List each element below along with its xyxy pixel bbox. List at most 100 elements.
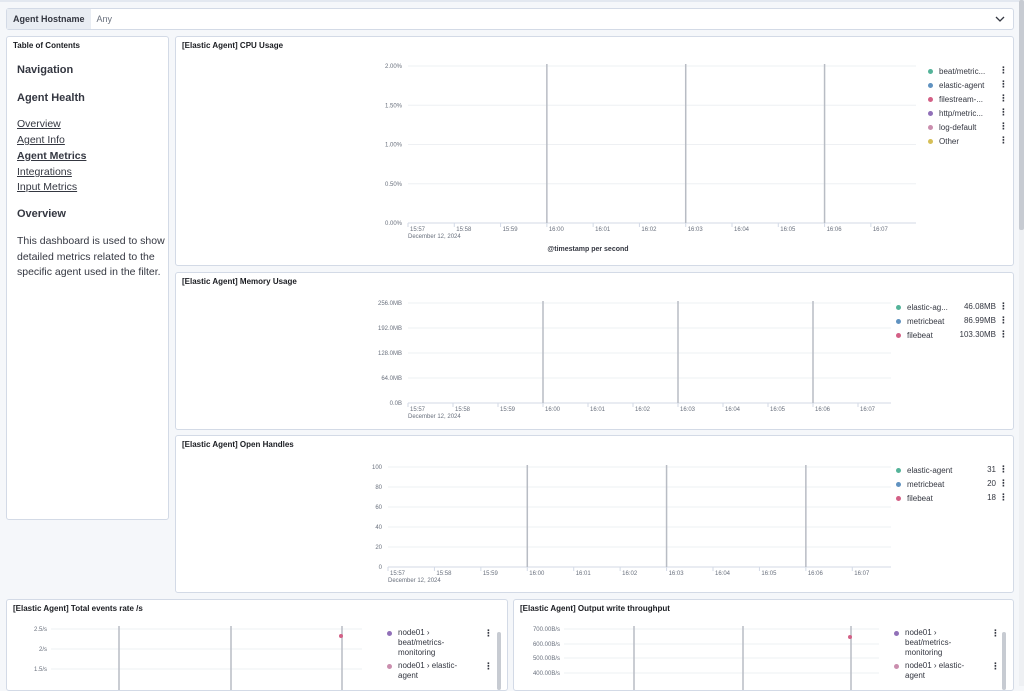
legend-label: http/metric... bbox=[939, 108, 984, 118]
legend-value: 31 bbox=[987, 465, 996, 474]
legend-options-icon[interactable]: ⋮ bbox=[484, 628, 493, 638]
legend-label: filebeat bbox=[907, 493, 933, 503]
x-axis-title: @timestamp per second bbox=[547, 246, 628, 253]
y-tick-label: 64.0MB bbox=[381, 376, 402, 382]
legend-options-icon[interactable]: ⋮ bbox=[999, 492, 1008, 502]
x-tick-label: 16:02 bbox=[641, 227, 657, 233]
legend-options-icon[interactable]: ⋮ bbox=[999, 301, 1008, 311]
legend-item[interactable]: log-default bbox=[928, 121, 976, 133]
y-tick-label: 1.5/s bbox=[34, 667, 47, 673]
legend-item[interactable]: metricbeat bbox=[896, 315, 944, 327]
y-tick-label: 0.00% bbox=[385, 221, 403, 227]
legend-options-icon[interactable]: ⋮ bbox=[999, 107, 1008, 117]
y-tick-label: 2/s bbox=[39, 647, 47, 653]
open-handles-chart: 0 20 40 60 80 100 15:57 15:58 15:59 16:00 16:01 16:… bbox=[372, 465, 891, 584]
legend-swatch bbox=[928, 68, 933, 74]
x-tick-label: 15:59 bbox=[483, 571, 499, 577]
legend-label: node01 › elastic-agent bbox=[905, 661, 965, 680]
agent-hostname-filter[interactable]: Agent Hostname Any bbox=[6, 8, 1014, 30]
legend-options-icon[interactable]: ⋮ bbox=[999, 79, 1008, 89]
legend-item[interactable]: beat/metric... bbox=[928, 65, 985, 77]
legend-label: elastic-ag... bbox=[907, 302, 948, 312]
cpu-panel-title: [Elastic Agent] CPU Usage bbox=[182, 41, 284, 50]
legend-swatch bbox=[896, 318, 901, 324]
page-scrollbar-thumb[interactable] bbox=[1019, 0, 1024, 230]
y-tick-label: 600.00B/s bbox=[533, 642, 560, 648]
x-tick-label: 15:58 bbox=[455, 407, 471, 413]
x-tick-label: 16:05 bbox=[770, 407, 786, 413]
legend-item[interactable]: metricbeat bbox=[896, 478, 944, 490]
output-throughput-panel: [Elastic Agent] Output write throughput … bbox=[513, 599, 1014, 691]
legend-item[interactable]: elastic-ag... bbox=[896, 301, 948, 313]
output-throughput-chart: 700.00B/s 600.00B/s 500.00B/s 400.00B/s bbox=[533, 626, 879, 690]
legend-item[interactable]: node01 › elastic-agent bbox=[894, 661, 964, 681]
legend-item[interactable]: node01 › beat/metrics-monitoring bbox=[894, 628, 951, 658]
x-tick-label: 16:00 bbox=[545, 407, 561, 413]
y-tick-label: 256.0MB bbox=[378, 301, 402, 307]
y-tick-label: 80 bbox=[375, 485, 382, 491]
legend-item[interactable]: elastic-agent bbox=[896, 464, 952, 476]
legend-item[interactable]: node01 › beat/metrics-monitoring bbox=[387, 628, 444, 658]
agent-health-heading: Agent Health bbox=[17, 92, 85, 104]
handles-panel-title: [Elastic Agent] Open Handles bbox=[182, 440, 294, 449]
filter-label: Agent Hostname bbox=[7, 9, 91, 29]
legend-options-icon[interactable]: ⋮ bbox=[999, 464, 1008, 474]
legend-options-icon[interactable]: ⋮ bbox=[999, 329, 1008, 339]
legend-swatch bbox=[896, 495, 901, 501]
legend-options-icon[interactable]: ⋮ bbox=[999, 121, 1008, 131]
total-events-panel: [Elastic Agent] Total events rate /s 1.5… bbox=[6, 599, 508, 691]
legend-options-icon[interactable]: ⋮ bbox=[999, 65, 1008, 75]
y-tick-label: 2.00% bbox=[385, 64, 403, 70]
memory-usage-panel: [Elastic Agent] Memory Usage 0.0B 64.0MB 1… bbox=[175, 272, 1014, 430]
legend-options-icon[interactable]: ⋮ bbox=[999, 315, 1008, 325]
y-tick-label: 1.50% bbox=[385, 103, 403, 109]
legend-options-icon[interactable]: ⋮ bbox=[999, 93, 1008, 103]
y-tick-label: 700.00B/s bbox=[533, 627, 560, 633]
legend-options-icon[interactable]: ⋮ bbox=[484, 661, 493, 671]
events-legend: node01 › beat/metrics-monitoring ⋮ node01 ›… bbox=[387, 628, 497, 688]
cpu-legend: beat/metric... ⋮ elastic-agent ⋮ filestream-… bbox=[928, 65, 1008, 185]
toc-link-integrations[interactable]: Integrations bbox=[17, 166, 72, 178]
legend-value: 46.08MB bbox=[963, 302, 996, 311]
legend-item[interactable]: elastic-agent bbox=[928, 79, 984, 91]
legend-options-icon[interactable]: ⋮ bbox=[999, 478, 1008, 488]
legend-label: beat/metric... bbox=[939, 66, 986, 76]
cpu-usage-chart: 0.00% 0.50% 1.00% 1.50% 2.00% 15:57 15:58 15:59… bbox=[385, 64, 916, 253]
legend-label: metricbeat bbox=[907, 316, 945, 326]
overview-heading: Overview bbox=[17, 208, 66, 220]
legend-options-icon[interactable]: ⋮ bbox=[991, 628, 1000, 638]
x-tick-label: 16:00 bbox=[529, 571, 545, 577]
x-tick-label: 15:58 bbox=[436, 571, 452, 577]
filter-value[interactable]: Any bbox=[96, 14, 113, 24]
legend-item[interactable]: filestream-... bbox=[928, 93, 983, 105]
x-tick-label: 15:59 bbox=[500, 407, 516, 413]
y-tick-label: 500.00B/s bbox=[533, 656, 560, 662]
x-tick-label: 16:07 bbox=[854, 571, 870, 577]
cpu-usage-panel: [Elastic Agent] CPU Usage 0.00% 0.50% 1.00… bbox=[175, 36, 1014, 266]
legend-options-icon[interactable]: ⋮ bbox=[999, 135, 1008, 145]
legend-item[interactable]: node01 › elastic-agent bbox=[387, 661, 457, 681]
legend-item[interactable]: Other bbox=[928, 135, 959, 147]
x-tick-label: 16:05 bbox=[761, 571, 777, 577]
legend-item[interactable]: filebeat bbox=[896, 329, 933, 341]
events-legend-scrollbar[interactable] bbox=[497, 632, 501, 690]
y-tick-label: 0.50% bbox=[385, 182, 403, 188]
toc-link-overview[interactable]: Overview bbox=[17, 118, 61, 130]
legend-options-icon[interactable]: ⋮ bbox=[991, 661, 1000, 671]
x-tick-label: 16:01 bbox=[595, 227, 611, 233]
legend-item[interactable]: filebeat bbox=[896, 492, 933, 504]
legend-item[interactable]: http/metric... bbox=[928, 107, 983, 119]
page-scrollbar-track[interactable] bbox=[1019, 0, 1024, 686]
output-legend-scrollbar[interactable] bbox=[1002, 632, 1006, 690]
legend-swatch bbox=[896, 467, 901, 473]
x-tick-label: 15:57 bbox=[390, 571, 406, 577]
legend-label: Other bbox=[939, 136, 960, 146]
x-tick-label: 16:04 bbox=[734, 227, 750, 233]
toc-link-agent-metrics[interactable]: Agent Metrics bbox=[17, 150, 87, 162]
y-tick-label: 40 bbox=[375, 525, 382, 531]
chevron-down-icon[interactable] bbox=[993, 12, 1007, 26]
toc-link-input-metrics[interactable]: Input Metrics bbox=[17, 181, 78, 193]
x-date-label: December 12, 2024 bbox=[408, 234, 461, 240]
toc-link-agent-info[interactable]: Agent Info bbox=[17, 134, 65, 146]
legend-swatch bbox=[928, 82, 933, 88]
